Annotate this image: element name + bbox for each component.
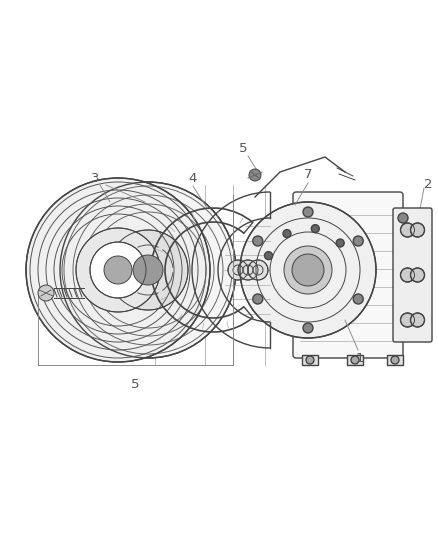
Circle shape xyxy=(303,207,313,217)
Circle shape xyxy=(249,169,261,181)
Circle shape xyxy=(284,246,332,294)
Circle shape xyxy=(351,356,359,364)
Text: 4: 4 xyxy=(189,172,197,184)
Text: 5: 5 xyxy=(239,141,247,155)
Circle shape xyxy=(410,313,424,327)
Circle shape xyxy=(228,260,248,280)
Circle shape xyxy=(60,182,236,358)
Circle shape xyxy=(38,285,54,301)
Circle shape xyxy=(311,224,319,232)
Circle shape xyxy=(303,323,313,333)
Circle shape xyxy=(26,178,210,362)
Circle shape xyxy=(391,356,399,364)
Text: 7: 7 xyxy=(304,168,312,182)
Text: 3: 3 xyxy=(91,172,99,184)
Circle shape xyxy=(240,202,376,338)
Circle shape xyxy=(90,242,146,298)
Circle shape xyxy=(336,239,344,247)
Circle shape xyxy=(400,313,414,327)
Circle shape xyxy=(133,255,163,285)
Bar xyxy=(387,355,403,365)
Circle shape xyxy=(400,223,414,237)
Circle shape xyxy=(76,228,160,312)
FancyBboxPatch shape xyxy=(293,192,403,358)
Circle shape xyxy=(265,252,272,260)
Circle shape xyxy=(353,294,363,304)
FancyBboxPatch shape xyxy=(393,208,432,342)
Bar xyxy=(347,355,363,365)
Text: 2: 2 xyxy=(424,179,432,191)
Circle shape xyxy=(253,294,263,304)
Text: 1: 1 xyxy=(356,351,364,365)
Circle shape xyxy=(238,260,258,280)
Circle shape xyxy=(108,230,188,310)
Text: 5: 5 xyxy=(131,378,139,392)
Circle shape xyxy=(410,223,424,237)
Circle shape xyxy=(306,356,314,364)
Circle shape xyxy=(353,236,363,246)
Circle shape xyxy=(400,268,414,282)
Circle shape xyxy=(410,268,424,282)
Circle shape xyxy=(104,256,132,284)
Circle shape xyxy=(253,236,263,246)
Circle shape xyxy=(283,230,291,238)
Circle shape xyxy=(398,213,408,223)
Bar xyxy=(302,355,318,365)
Circle shape xyxy=(292,254,324,286)
Circle shape xyxy=(248,260,268,280)
